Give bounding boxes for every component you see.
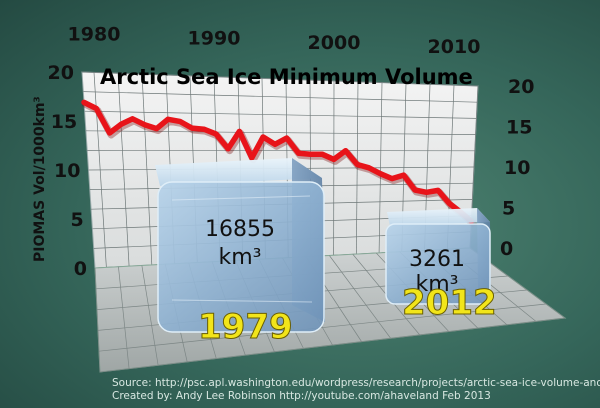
y-tick-label-right: 0: [500, 238, 513, 260]
ice-cube-1979-front: [157, 181, 325, 333]
series-volume: [81, 99, 477, 227]
ice-cube-1979-unit: km³: [219, 245, 262, 270]
data-point: [142, 122, 148, 128]
ice-cube-2012-unit: km³: [416, 272, 459, 297]
data-point: [446, 200, 452, 206]
y-tick-label-left: 0: [74, 258, 87, 280]
data-point: [284, 135, 290, 141]
data-point: [118, 121, 124, 127]
floor-grid-line: [99, 317, 566, 373]
data-point: [354, 162, 360, 167]
data-point: [165, 116, 171, 122]
x-tick-label: 1980: [68, 23, 121, 45]
author-credit: Created by: Andy Lee Robinson http://you…: [112, 390, 491, 402]
data-point: [435, 187, 441, 193]
y-tick-label-right: 10: [504, 157, 530, 179]
ice-cube-2012-value: 3261: [409, 247, 465, 272]
data-point: [389, 176, 395, 182]
chart-title: Arctic Sea Ice Minimum Volume: [100, 65, 473, 89]
data-point: [107, 130, 113, 136]
year-label-1979: 1979: [198, 307, 293, 347]
data-point: [319, 151, 325, 157]
data-point: [260, 134, 266, 140]
year-label-2012: 2012: [402, 283, 497, 323]
y-axis-label: PIOMAS Vol/1000km³: [32, 96, 48, 262]
ice-cube-1979: 16855 km³: [155, 158, 325, 333]
wall-grid-hline: [83, 91, 478, 103]
x-axis-ticks: 1980 1990 2000 2010: [68, 23, 481, 58]
y-axis-left-ticks: 0 5 10 15 20: [48, 62, 87, 280]
data-point: [130, 116, 135, 122]
data-point: [236, 128, 242, 134]
data-point: [331, 156, 337, 162]
data-point: [213, 131, 219, 137]
y-tick-label-right: 5: [502, 198, 515, 220]
data-point: [424, 189, 429, 195]
floor-grid-line: [141, 265, 159, 366]
x-tick-label: 1990: [188, 28, 241, 50]
y-tick-label-left: 20: [48, 62, 74, 84]
source-credit: Source: http://psc.apl.washington.edu/wo…: [112, 377, 600, 389]
ice-cube-2012-top: [387, 208, 490, 226]
data-point: [378, 171, 383, 177]
floor-grid-line: [94, 267, 101, 373]
ice-cube-2012: 3261 km³: [385, 208, 491, 305]
y-tick-label-left: 10: [54, 160, 80, 182]
floor-grid-line: [98, 303, 547, 352]
wall-grid-hline: [81, 71, 479, 87]
data-point: [296, 150, 302, 156]
ice-cube-2012-front: [385, 223, 491, 305]
floor-grid-line: [329, 255, 391, 339]
data-point: [249, 155, 255, 161]
y-tick-label-right: 15: [506, 117, 532, 139]
wall-grid-hline: [84, 110, 477, 119]
data-point: [225, 146, 231, 152]
y-tick-label-right: 20: [508, 76, 534, 98]
ice-cube-1979-value: 16855: [205, 217, 275, 242]
data-point: [412, 187, 418, 193]
data-point: [307, 151, 313, 157]
x-tick-label: 2010: [428, 36, 481, 58]
wall-grid-hline: [85, 130, 476, 135]
ice-cube-1979-top: [155, 158, 322, 186]
data-point: [343, 148, 348, 154]
series-volume-line: [81, 99, 475, 225]
data-point: [189, 125, 195, 131]
data-point: [272, 141, 278, 147]
data-point: [177, 118, 183, 124]
floor-grid-line: [118, 266, 130, 369]
data-point: [154, 126, 160, 132]
y-axis-right-ticks: 0 5 10 15 20: [500, 76, 534, 260]
y-tick-label-left: 5: [71, 209, 84, 231]
data-point: [93, 106, 99, 111]
data-point: [201, 126, 207, 132]
data-point: [366, 165, 372, 171]
data-point: [401, 172, 407, 178]
y-tick-label-left: 15: [51, 111, 77, 133]
data-point: [81, 99, 87, 105]
x-tick-label: 2000: [308, 32, 361, 54]
